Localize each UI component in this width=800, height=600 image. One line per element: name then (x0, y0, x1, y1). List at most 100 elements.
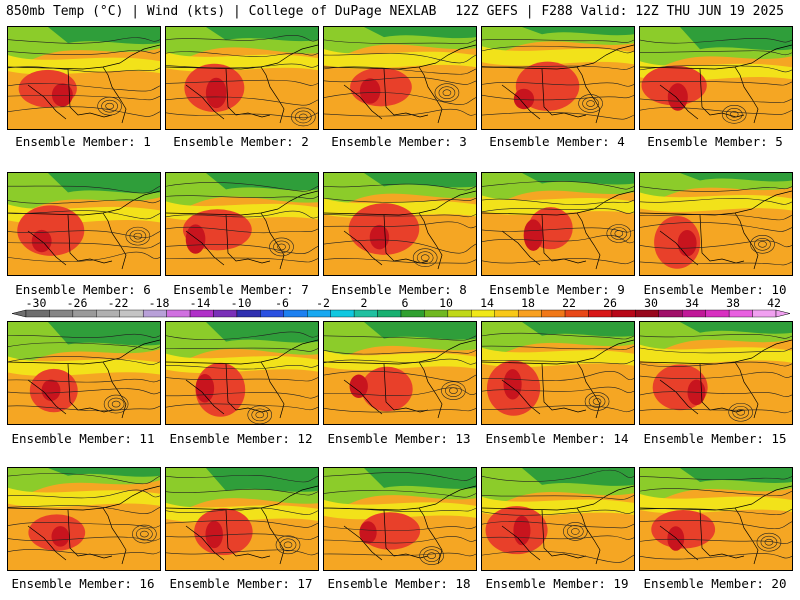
ensemble-member-map-16 (7, 467, 161, 571)
colorbar-swatch (283, 309, 308, 318)
circulation-contour (279, 538, 297, 552)
wind-contour (324, 66, 476, 75)
ensemble-member-label: Ensemble Member: 16 (11, 576, 155, 591)
colorbar-swatch (541, 309, 566, 318)
wind-contour (640, 508, 792, 515)
ensemble-member-label: Ensemble Member: 3 (331, 134, 467, 149)
colorbar-tick-label: -2 (316, 297, 330, 310)
wind-contour (640, 261, 792, 266)
wind-contour (166, 474, 318, 483)
colorbar-swatch (494, 309, 519, 318)
map-borders (166, 485, 318, 565)
heat-core-region (350, 67, 412, 107)
circulation-contour (750, 234, 775, 254)
map-graphic (8, 173, 160, 275)
colorbar-swatch (330, 309, 355, 318)
heat-maximum-region (205, 520, 223, 549)
heat-core-region (361, 366, 413, 412)
circulation-contour (567, 525, 584, 538)
wind-contour (324, 472, 476, 481)
wind-contour (324, 53, 476, 64)
map-graphic (166, 322, 318, 424)
wind-contour (324, 536, 476, 544)
circulation-contour (442, 89, 452, 97)
colorbar-swatch (49, 309, 74, 318)
wind-contour (166, 35, 318, 42)
warm-transition-region (166, 353, 318, 374)
wind-contour (8, 521, 160, 529)
map-graphic (166, 173, 318, 275)
wind-contour (640, 107, 792, 115)
wind-contour (482, 405, 634, 413)
cold-airmass-region (680, 322, 792, 334)
wind-contour (324, 239, 476, 254)
ensemble-member-map-12 (165, 321, 319, 425)
heat-core-region (359, 512, 421, 550)
colorbar-swatch (72, 309, 97, 318)
wind-contour (640, 520, 792, 530)
wind-contour (482, 39, 634, 43)
wind-contour (8, 106, 160, 117)
wind-contour (324, 39, 476, 44)
circulation-contour (140, 530, 149, 538)
circulation-contour (294, 110, 312, 124)
wind-contour (640, 240, 792, 249)
circulation-contour (758, 240, 767, 248)
colorbar-swatch (236, 309, 261, 318)
colorbar-tick-label: 18 (521, 297, 535, 310)
wind-contour (640, 50, 792, 56)
ensemble-member-label: Ensemble Member: 11 (11, 431, 155, 446)
ensemble-member-map-18 (323, 467, 477, 571)
colorbar-swatch (564, 309, 589, 318)
wind-contour (324, 507, 476, 513)
cold-airmass-region (680, 27, 792, 51)
wind-contour (482, 208, 634, 214)
wind-contour (8, 356, 160, 365)
map-graphic (8, 322, 160, 424)
colorbar-swatch (588, 309, 613, 318)
wind-contour (8, 342, 160, 350)
ensemble-member-label: Ensemble Member: 17 (169, 576, 313, 591)
circulation-contour (578, 94, 603, 113)
wind-contour (640, 361, 792, 368)
wind-contour (482, 258, 634, 265)
circulation-contour (107, 397, 125, 411)
wind-contour (166, 520, 318, 528)
map-borders (482, 44, 634, 124)
circulation-contour (760, 535, 778, 549)
circulation-contour (251, 408, 269, 422)
ensemble-member-label: Ensemble Member: 2 (173, 134, 309, 149)
ensemble-member-map-15 (639, 321, 793, 425)
colorbar-high-arrow (775, 309, 791, 318)
heat-maximum-region (513, 515, 531, 546)
circulation-contour (136, 527, 153, 541)
wind-contour (482, 65, 634, 70)
circulation-contour (445, 384, 462, 397)
colorbar-swatch (25, 309, 50, 318)
circulation-contour (728, 402, 754, 422)
wind-contour (166, 96, 318, 106)
wind-contour (640, 197, 792, 205)
wind-contour (482, 181, 634, 190)
ensemble-member-label: Ensemble Member: 18 (327, 576, 471, 591)
wind-contour (482, 469, 634, 482)
heat-maximum-region (513, 88, 535, 110)
circulation-contour (419, 546, 444, 565)
wind-contour (324, 183, 476, 191)
wind-contour (324, 552, 476, 557)
wind-contour (482, 235, 634, 244)
ensemble-member-map-6 (7, 172, 161, 276)
colorbar-swatch (307, 309, 331, 318)
ensemble-member-label: Ensemble Member: 20 (643, 576, 787, 591)
map-graphic (166, 468, 318, 570)
colorbar-swatch (213, 309, 238, 318)
wind-contour (166, 210, 318, 219)
map-graphic (482, 468, 634, 570)
ensemble-member-map-10 (639, 172, 793, 276)
wind-contour (640, 371, 792, 379)
cold-airmass-region (364, 27, 476, 39)
heat-maximum-region (503, 369, 522, 400)
map-graphic (324, 27, 476, 129)
circulation-contour (420, 254, 430, 262)
circulation-contour (247, 405, 273, 424)
